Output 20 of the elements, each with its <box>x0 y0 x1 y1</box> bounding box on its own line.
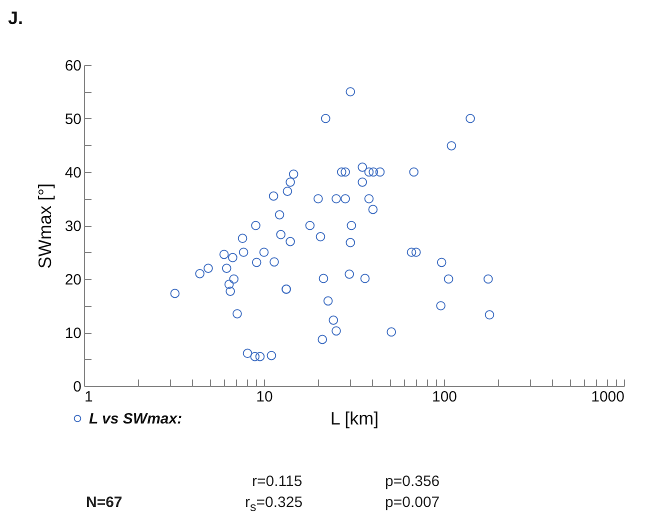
text: p=0.356 <box>385 473 440 491</box>
y-tick-label: 40 <box>64 164 82 182</box>
y-tick-label: 10 <box>64 325 82 342</box>
y-tick-label: 0 <box>73 378 82 396</box>
chart-title: J. <box>8 8 24 28</box>
y-tick-label: 60 <box>64 58 82 74</box>
x-tick-label: 100 <box>432 388 458 406</box>
y-axis-title: SWmax [°] <box>34 183 55 269</box>
y-tick-label: 50 <box>64 111 82 128</box>
text: r=0.115 <box>252 473 302 491</box>
x-tick-label: 1 <box>84 388 93 406</box>
text: r$_{s}$=0.325 <box>245 494 303 516</box>
y-tick-label: 20 <box>64 272 82 288</box>
x-axis-title: L [km] <box>330 408 379 428</box>
x-tick-label: 1000 <box>591 388 624 406</box>
legend-label: L vs SWmax: <box>89 410 182 428</box>
text: p=0.007 <box>385 494 440 512</box>
x-tick-label: 10 <box>256 388 273 406</box>
text: N=67 <box>86 494 122 512</box>
y-tick-label: 30 <box>64 218 82 235</box>
